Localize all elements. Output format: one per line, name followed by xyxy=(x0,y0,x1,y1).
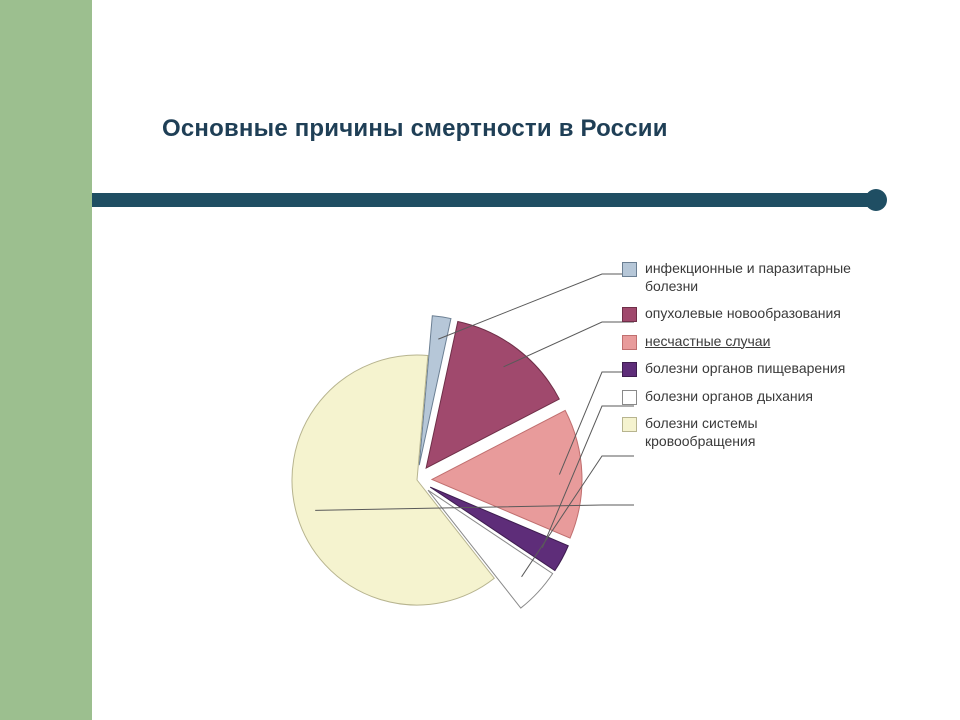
pie-chart-container: инфекционные и паразитарные болезни опухо… xyxy=(192,260,952,640)
title-divider xyxy=(92,190,960,210)
legend-item: болезни системы кровообращения xyxy=(622,415,902,450)
slide-area: Основные причины смертности в России инф… xyxy=(92,0,960,720)
sidebar-accent xyxy=(0,0,92,720)
legend-swatch xyxy=(622,262,637,277)
legend-swatch xyxy=(622,335,637,350)
chart-legend: инфекционные и паразитарные болезни опухо… xyxy=(622,260,902,460)
legend-item: болезни органов дыхания xyxy=(622,388,902,406)
legend-label: опухолевые новообразования xyxy=(645,305,841,323)
legend-label: болезни системы кровообращения xyxy=(645,415,865,450)
legend-label: инфекционные и паразитарные болезни xyxy=(645,260,865,295)
legend-swatch xyxy=(622,362,637,377)
legend-label: несчастные случаи xyxy=(645,333,770,351)
legend-swatch xyxy=(622,307,637,322)
legend-swatch xyxy=(622,390,637,405)
legend-item: опухолевые новообразования xyxy=(622,305,902,323)
legend-swatch xyxy=(622,417,637,432)
legend-item: несчастные случаи xyxy=(622,333,902,351)
legend-item: болезни органов пищеварения xyxy=(622,360,902,378)
legend-item: инфекционные и паразитарные болезни xyxy=(622,260,902,295)
legend-label: болезни органов дыхания xyxy=(645,388,813,406)
legend-label: болезни органов пищеварения xyxy=(645,360,845,378)
slide-title: Основные причины смертности в России xyxy=(162,115,668,143)
